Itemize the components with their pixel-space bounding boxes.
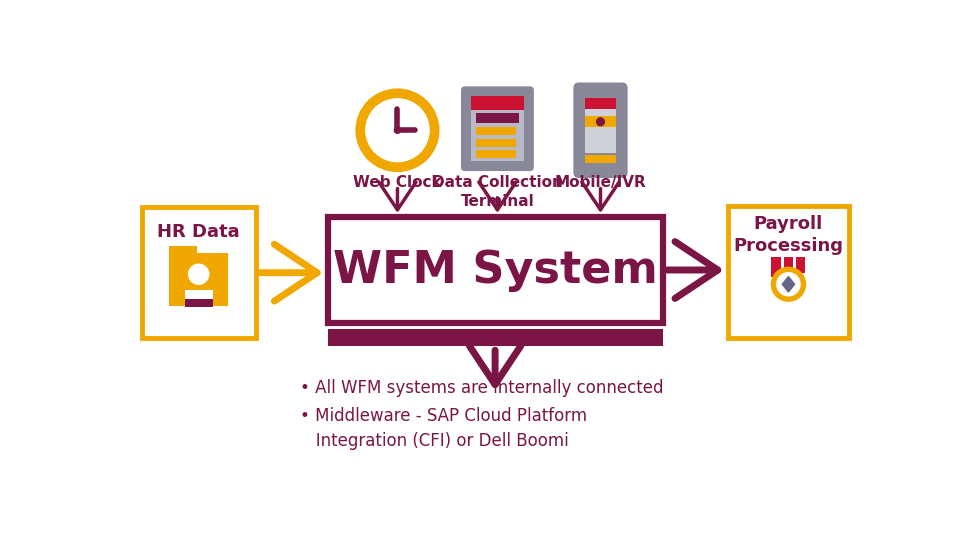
FancyBboxPatch shape bbox=[585, 98, 616, 153]
Circle shape bbox=[503, 99, 511, 107]
FancyBboxPatch shape bbox=[327, 217, 662, 323]
Circle shape bbox=[484, 99, 492, 107]
FancyBboxPatch shape bbox=[169, 253, 228, 306]
Text: Mobile/IVR: Mobile/IVR bbox=[555, 175, 646, 190]
Circle shape bbox=[777, 273, 800, 296]
Circle shape bbox=[493, 99, 501, 107]
Circle shape bbox=[596, 118, 605, 126]
FancyBboxPatch shape bbox=[729, 206, 849, 338]
FancyBboxPatch shape bbox=[471, 96, 524, 161]
FancyBboxPatch shape bbox=[585, 117, 616, 127]
FancyBboxPatch shape bbox=[476, 127, 516, 135]
FancyBboxPatch shape bbox=[573, 83, 628, 178]
Polygon shape bbox=[782, 276, 795, 292]
FancyBboxPatch shape bbox=[184, 299, 212, 307]
FancyBboxPatch shape bbox=[476, 150, 516, 158]
Text: • Middleware - SAP Cloud Platform
   Integration (CFI) or Dell Boomi: • Middleware - SAP Cloud Platform Integr… bbox=[300, 408, 587, 450]
FancyBboxPatch shape bbox=[585, 98, 616, 110]
FancyBboxPatch shape bbox=[476, 113, 519, 123]
FancyBboxPatch shape bbox=[796, 257, 805, 273]
Text: Payroll
Processing: Payroll Processing bbox=[733, 214, 844, 255]
Circle shape bbox=[772, 267, 805, 301]
FancyBboxPatch shape bbox=[184, 289, 212, 302]
FancyBboxPatch shape bbox=[142, 207, 255, 338]
FancyBboxPatch shape bbox=[169, 246, 197, 255]
Text: HR Data: HR Data bbox=[157, 223, 240, 241]
Circle shape bbox=[188, 264, 208, 284]
FancyBboxPatch shape bbox=[471, 96, 524, 110]
Circle shape bbox=[366, 99, 429, 162]
FancyBboxPatch shape bbox=[585, 155, 616, 163]
Text: WFM System: WFM System bbox=[333, 248, 658, 292]
FancyBboxPatch shape bbox=[783, 257, 793, 284]
Circle shape bbox=[395, 127, 400, 133]
FancyBboxPatch shape bbox=[327, 329, 662, 346]
Text: Web Clock: Web Clock bbox=[353, 175, 442, 190]
Text: Data Collection
Terminal: Data Collection Terminal bbox=[432, 175, 563, 208]
FancyBboxPatch shape bbox=[461, 86, 534, 171]
Text: • All WFM systems are internally connected: • All WFM systems are internally connect… bbox=[300, 379, 663, 397]
FancyBboxPatch shape bbox=[476, 139, 516, 147]
FancyBboxPatch shape bbox=[772, 257, 780, 276]
